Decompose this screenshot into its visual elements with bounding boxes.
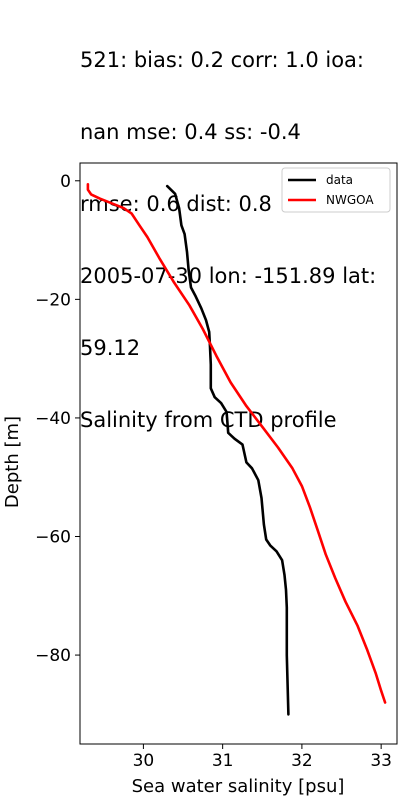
series-line-data (165, 184, 290, 716)
y-tick-label: −40 (35, 409, 71, 429)
x-axis-label: Sea water salinity [psu] (132, 776, 345, 797)
y-axis-label: Depth [m] (2, 416, 23, 508)
series-line-nwgoa (86, 183, 387, 704)
x-tick-label: 31 (212, 751, 234, 771)
title-line: Salinity from CTD profile (80, 408, 337, 432)
y-tick-label: −80 (35, 646, 71, 666)
series-layer (86, 183, 387, 716)
x-tick-label: 32 (291, 751, 313, 771)
title-line: 59.12 (80, 336, 141, 360)
title-line: nan mse: 0.4 ss: -0.4 (80, 120, 301, 144)
x-tick-label: 30 (133, 751, 155, 771)
legend: data NWGOA (281, 167, 391, 213)
x-tick-label: 33 (370, 751, 392, 771)
axes-layer: 30 31 32 33 0 −20 −40 −60 −80 (35, 162, 398, 771)
y-tick-label: 0 (60, 172, 71, 192)
legend-label-data: data (326, 173, 353, 187)
chart-title: 521: bias: 0.2 corr: 1.0 ioa: nan mse: 0… (80, 0, 398, 456)
y-tick-label: −20 (35, 290, 71, 310)
y-tick-label: −60 (35, 528, 71, 548)
legend-label-nwgoa: NWGOA (326, 193, 374, 207)
title-line: 521: bias: 0.2 corr: 1.0 ioa: (80, 48, 365, 72)
plot-frame (79, 162, 398, 745)
title-line: 2005-07-30 lon: -151.89 lat: (80, 264, 377, 288)
